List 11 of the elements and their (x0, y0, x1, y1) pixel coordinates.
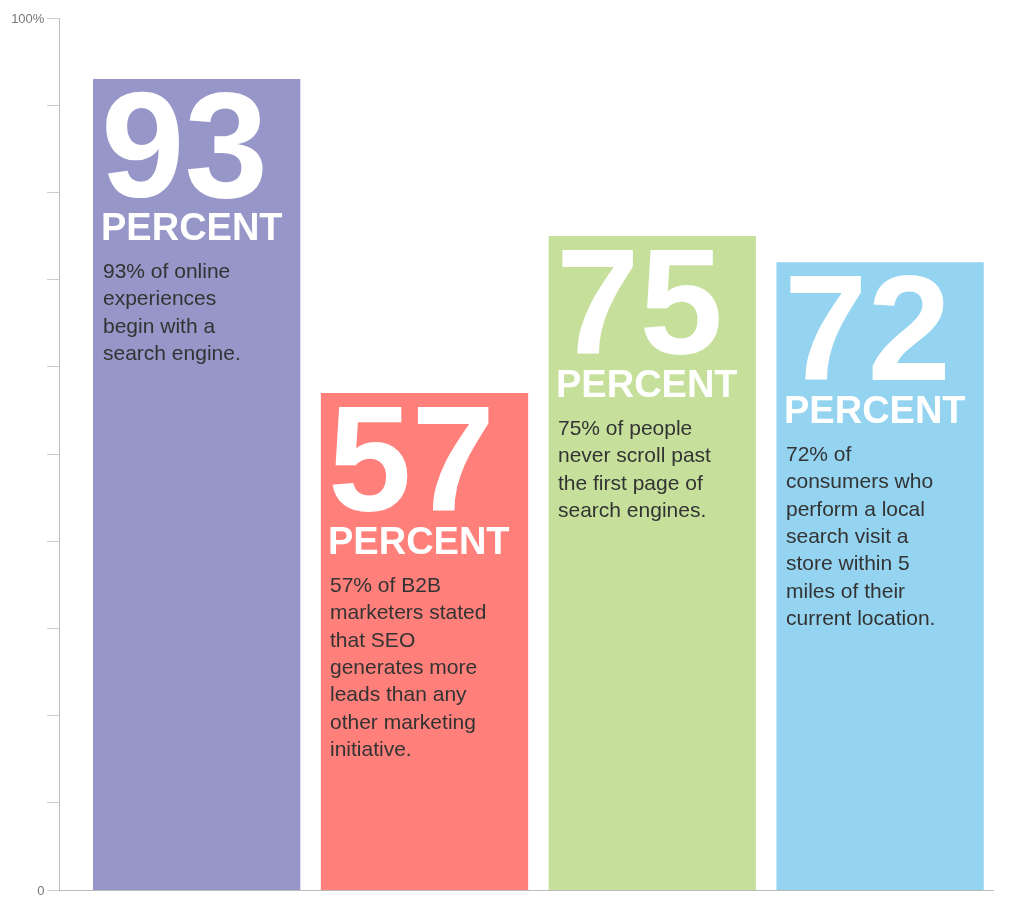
annotation: PERCENT (784, 389, 966, 431)
y-tick-label: 0 (37, 882, 45, 898)
annotation: 93% of online experiences begin with a search engine. (103, 259, 241, 364)
annotation: PERCENT (328, 520, 510, 562)
bar (93, 79, 301, 890)
y-tick-label: 100% (11, 10, 45, 26)
annotation: PERCENT (101, 206, 283, 248)
annotation: PERCENT (556, 363, 738, 405)
annotation: 57% of B2B marketers stated that SEO generates more leads than any other marketing initiative. (330, 573, 487, 760)
annotation: 75% of people never scroll past the first page of search engines. (558, 416, 712, 521)
annotation: 72% of consumers who perform a local search visit a store within 5 miles of their current location. (786, 442, 936, 629)
